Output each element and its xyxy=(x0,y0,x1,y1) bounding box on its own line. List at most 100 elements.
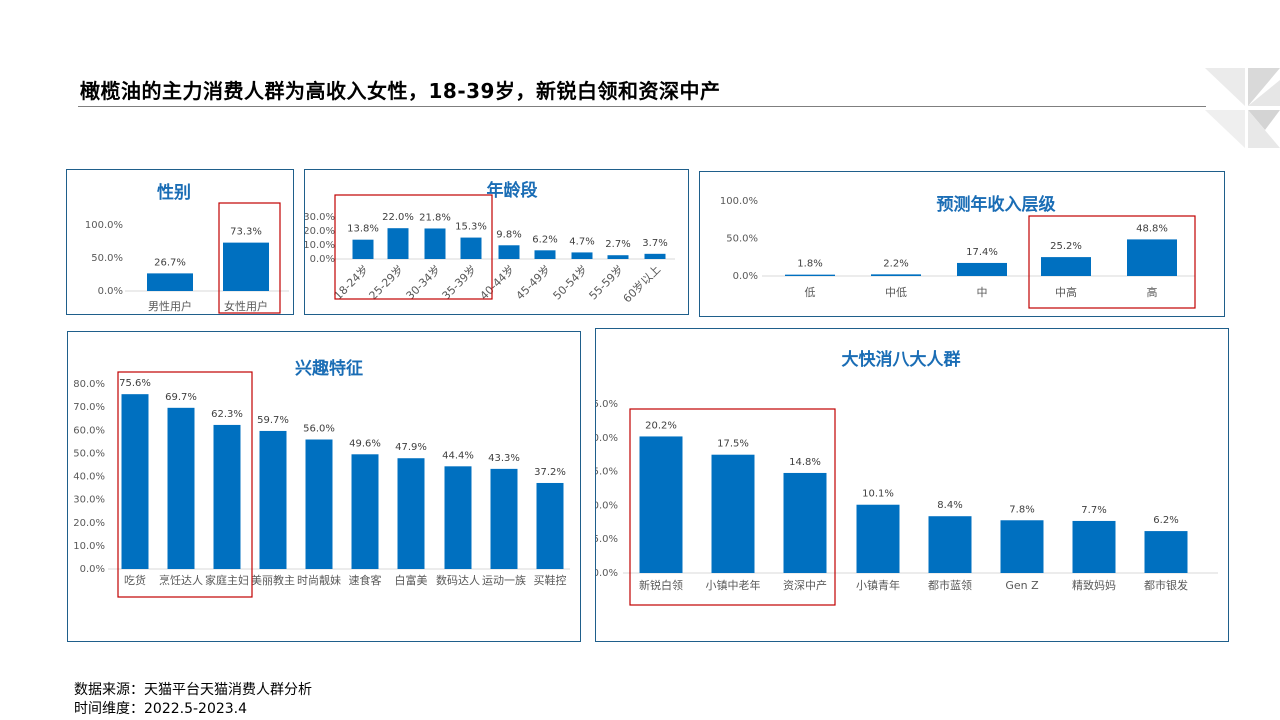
category-label: Gen Z xyxy=(1005,579,1039,592)
data-label: 47.9% xyxy=(395,442,427,453)
bar xyxy=(1072,520,1116,573)
category-label: 25-29岁 xyxy=(366,262,406,302)
bar xyxy=(387,228,409,259)
fmcg-chart-svg: 0.0% 5.0% 10.0% 15.0% 20.0% 25.0% 20.2% 新锐白领 17.… xyxy=(596,399,1218,606)
gender-chart-panel: 性别 0.0% 50.0% 100.0% 26.7% 男性用户 73.3% 女性用户 xyxy=(66,169,294,315)
bar xyxy=(607,255,629,259)
bar xyxy=(1127,239,1177,276)
category-label: 50-54岁 xyxy=(550,262,590,302)
page-title: 橄榄油的主力消费人群为高收入女性，18-39岁，新锐白领和资深中产 xyxy=(80,79,721,103)
data-label: 59.7% xyxy=(257,415,289,426)
bar xyxy=(223,242,269,291)
category-label: 60岁以上 xyxy=(620,262,663,305)
category-label: 女性用户 xyxy=(224,299,268,313)
chart-title: 大快消八大人群 xyxy=(841,350,961,370)
data-label: 20.2% xyxy=(645,420,677,431)
y-tick-label: 30.0% xyxy=(73,495,105,506)
data-label: 7.8% xyxy=(1009,504,1034,515)
bar xyxy=(536,482,564,569)
data-label: 4.7% xyxy=(569,236,594,247)
highlight-box xyxy=(629,408,836,606)
bar xyxy=(1144,531,1188,573)
y-tick-label: 0.0% xyxy=(733,271,758,282)
y-tick-label: 20.0% xyxy=(596,433,618,444)
data-label: 6.2% xyxy=(1153,515,1178,526)
bar xyxy=(259,430,287,569)
fmcg-chart-panel: 大快消八大人群 0.0% 5.0% 10.0% 15.0% 20.0% 25.0% 20.2%… xyxy=(595,328,1229,642)
y-tick-label: 80.0% xyxy=(73,379,105,390)
bar xyxy=(498,245,520,259)
category-label: 速食客 xyxy=(349,573,382,587)
data-label: 13.8% xyxy=(347,224,379,235)
data-label: 1.8% xyxy=(797,259,822,270)
data-source: 数据来源：天猫平台天猫消费人群分析 xyxy=(74,682,312,698)
income-chart-svg: 0.0% 50.0% 100.0% 1.8% 低 2.2% 中低 17.4% 中 25.2% 中高 4… xyxy=(720,196,1196,309)
category-label: 数码达人 xyxy=(436,574,480,587)
data-label: 6.2% xyxy=(532,234,557,245)
y-tick-label: 20.0% xyxy=(73,518,105,529)
bar xyxy=(957,262,1007,276)
age-chart-svg: 0.0% 10.0% 20.0% 30.0% 13.8% 18-24岁 22.0% 25-29… xyxy=(305,194,675,305)
category-label: 时尚靓妹 xyxy=(297,573,341,587)
bar xyxy=(397,458,425,569)
bar xyxy=(644,253,666,259)
title-divider xyxy=(78,106,1206,107)
data-label: 21.8% xyxy=(419,212,451,223)
y-tick-label: 10.0% xyxy=(596,500,618,511)
income-chart-panel: 预测年收入层级 0.0% 50.0% 100.0% 1.8% 低 2.2% 中低 17.4% 中 2… xyxy=(699,171,1225,317)
data-label: 26.7% xyxy=(154,257,186,268)
category-label: 新锐白领 xyxy=(639,578,683,592)
data-label: 8.4% xyxy=(937,500,962,511)
category-label: 45-49岁 xyxy=(513,262,553,302)
data-label: 2.7% xyxy=(605,239,630,250)
y-tick-label: 5.0% xyxy=(596,534,618,545)
bar xyxy=(460,237,482,259)
data-label: 43.3% xyxy=(488,453,520,464)
highlight-box xyxy=(218,202,281,314)
gender-chart-svg: 0.0% 50.0% 100.0% 26.7% 男性用户 73.3% 女性用户 xyxy=(85,202,289,314)
highlight-box xyxy=(334,194,493,300)
data-label: 15.3% xyxy=(455,222,487,233)
data-label: 75.6% xyxy=(119,378,151,389)
time-period: 时间维度：2022.5-2023.4 xyxy=(74,701,248,717)
bar xyxy=(571,252,593,259)
y-tick-label: 10.0% xyxy=(73,541,105,552)
y-tick-label: 0.0% xyxy=(596,568,618,579)
data-label: 10.1% xyxy=(862,489,894,500)
data-label: 48.8% xyxy=(1136,223,1168,234)
category-label: 35-39岁 xyxy=(439,262,479,302)
bar xyxy=(147,273,193,291)
category-label: 30-34岁 xyxy=(403,262,443,302)
highlight-box xyxy=(117,371,253,598)
bar xyxy=(639,436,683,573)
data-label: 14.8% xyxy=(789,457,821,468)
category-label: 低 xyxy=(805,286,816,299)
category-label: 18-24岁 xyxy=(331,262,371,302)
category-label: 都市蓝领 xyxy=(928,578,972,592)
category-label: 男性用户 xyxy=(148,299,192,313)
y-tick-label: 100.0% xyxy=(720,196,758,207)
interest-chart-svg: 0.0% 10.0% 20.0% 30.0% 40.0% 50.0% 60.0% 70.0% 8… xyxy=(73,371,570,598)
category-label: 烹饪达人 xyxy=(159,573,203,587)
bar xyxy=(424,228,446,259)
data-label: 17.5% xyxy=(717,439,749,450)
data-label: 69.7% xyxy=(165,392,197,403)
highlight-box xyxy=(1028,215,1196,309)
category-label: 白富美 xyxy=(395,573,428,587)
category-label: 资深中产 xyxy=(783,578,827,592)
bar xyxy=(1041,257,1091,276)
bar xyxy=(167,407,195,569)
data-label: 7.7% xyxy=(1081,505,1106,516)
bar xyxy=(783,472,827,573)
interest-chart-panel: 兴趣特征 0.0% 10.0% 20.0% 30.0% 40.0% 50.0% 60.0% 70… xyxy=(67,331,581,642)
y-tick-label: 60.0% xyxy=(73,425,105,436)
bar xyxy=(871,274,921,276)
bar xyxy=(785,274,835,276)
data-label: 56.0% xyxy=(303,424,335,435)
category-label: 高 xyxy=(1147,285,1158,299)
category-label: 中高 xyxy=(1055,285,1077,299)
category-label: 家庭主妇 xyxy=(205,573,249,587)
y-tick-label: 0.0% xyxy=(98,286,123,297)
data-label: 3.7% xyxy=(642,238,667,249)
y-tick-label: 25.0% xyxy=(596,399,618,410)
